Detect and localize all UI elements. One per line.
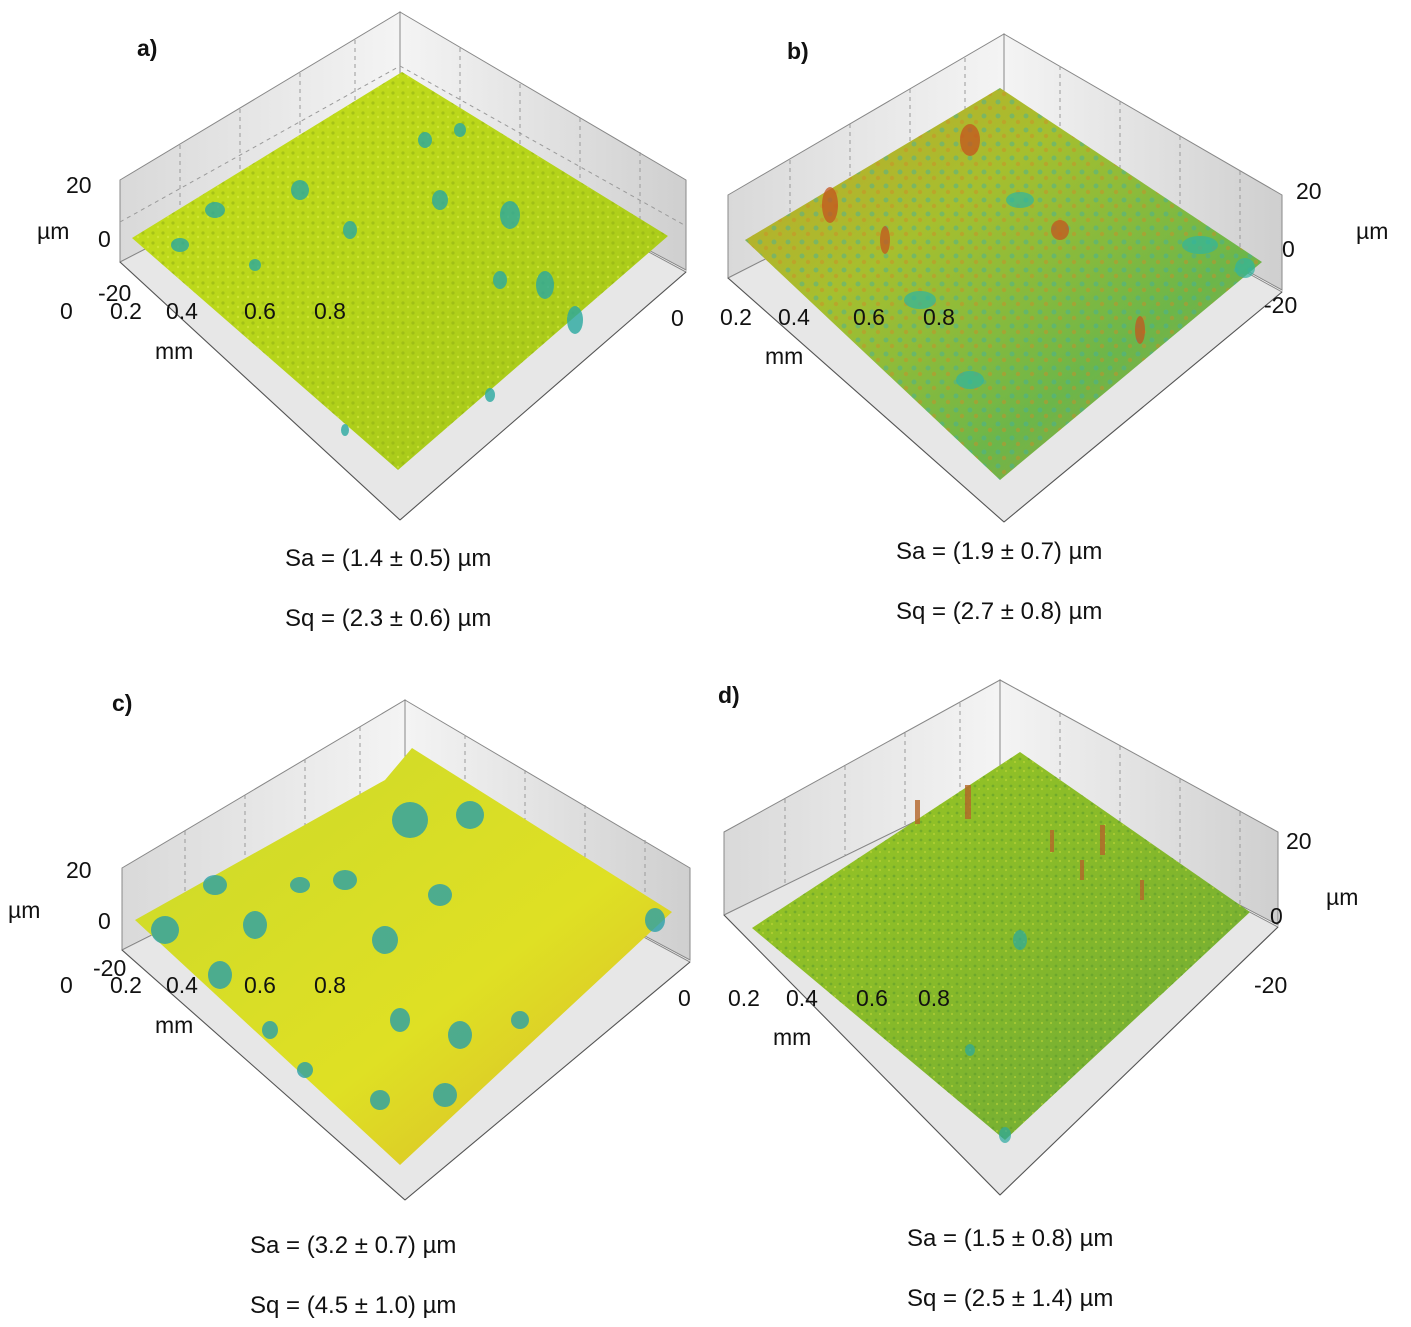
panel-b-x-tick: 0.8 <box>923 304 955 330</box>
panel-d-xy-unit: mm <box>773 1024 812 1050</box>
panel-d-x-tick: 0.4 <box>786 985 818 1011</box>
panel-c-z-unit: µm <box>8 897 41 923</box>
panel-a-x-tick: 0.2 <box>110 298 142 324</box>
panel-b-z-tick-bottom: -20 <box>1264 292 1298 318</box>
panel-c-x-tick: 0.4 <box>166 972 198 998</box>
panel-a-z-tick-mid: 0 <box>98 226 111 252</box>
panel-b-sa: Sa = (1.9 ± 0.7) µm <box>896 538 1103 565</box>
panel-c-z-tick-bottom: -20 <box>93 955 127 981</box>
panel-a-x-tick: 0.4 <box>166 298 198 324</box>
panel-a-z-tick-top: 20 <box>66 172 92 198</box>
panel-c-surface <box>121 699 691 1201</box>
panel-a-sa: Sa = (1.4 ± 0.5) µm <box>285 545 492 572</box>
panel-b-label: b) <box>787 38 809 64</box>
panel-d-sa: Sa = (1.5 ± 0.8) µm <box>907 1225 1114 1252</box>
panel-c-x-tick: 0 <box>60 972 73 998</box>
panel-a-xy-unit: mm <box>155 338 194 364</box>
panel-c-sa: Sa = (3.2 ± 0.7) µm <box>250 1232 457 1259</box>
panel-a-sq: Sq = (2.3 ± 0.6) µm <box>285 605 492 632</box>
panel-a-surface <box>119 11 687 521</box>
panel-a-label: a) <box>137 35 158 61</box>
panel-d-x-tick: 0.8 <box>918 985 950 1011</box>
panel-a-x-tick: 0 <box>60 298 73 324</box>
panel-c-label: c) <box>112 690 133 716</box>
panel-d-sq: Sq = (2.5 ± 1.4) µm <box>907 1285 1114 1312</box>
panel-b-sq: Sq = (2.7 ± 0.8) µm <box>896 598 1103 625</box>
panel-c-y-tick: 0 <box>678 985 691 1011</box>
panel-c-x-tick: 0.8 <box>314 972 346 998</box>
panel-d-z-unit: µm <box>1326 884 1359 910</box>
panel-a-z-tick-bottom: -20 <box>98 280 132 306</box>
panel-a-z-unit: µm <box>37 218 70 244</box>
panel-b-x-tick: 0.4 <box>778 304 810 330</box>
panel-b-z-tick-mid: 0 <box>1282 236 1295 262</box>
panel-d-z-tick-mid: 0 <box>1270 903 1283 929</box>
panel-b-z-tick-top: 20 <box>1296 178 1322 204</box>
panel-d-z-tick-bottom: -20 <box>1254 972 1288 998</box>
panel-c-z-tick-top: 20 <box>66 857 92 883</box>
panel-c-xy-unit: mm <box>155 1012 194 1038</box>
panel-d-x-tick: 0.2 <box>728 985 760 1011</box>
panel-a-x-tick: 0.6 <box>244 298 276 324</box>
panel-b-z-unit: µm <box>1356 218 1389 244</box>
panel-b-x-tick: 0.2 <box>720 304 752 330</box>
panel-d-x-tick: 0.6 <box>856 985 888 1011</box>
panel-a-y-tick: 0 <box>671 305 684 331</box>
panel-b-xy-unit: mm <box>765 343 804 369</box>
panel-c-x-tick: 0.2 <box>110 972 142 998</box>
panel-a-x-tick: 0.8 <box>314 298 346 324</box>
panel-c-x-tick: 0.6 <box>244 972 276 998</box>
panel-c-sq: Sq = (4.5 ± 1.0) µm <box>250 1292 457 1319</box>
panel-d-surface <box>723 679 1279 1196</box>
panel-d-z-tick-top: 20 <box>1286 828 1312 854</box>
panel-c-z-tick-mid: 0 <box>98 908 111 934</box>
panel-b-surface <box>727 33 1283 523</box>
panel-d-label: d) <box>718 682 740 708</box>
panel-b-x-tick: 0.6 <box>853 304 885 330</box>
